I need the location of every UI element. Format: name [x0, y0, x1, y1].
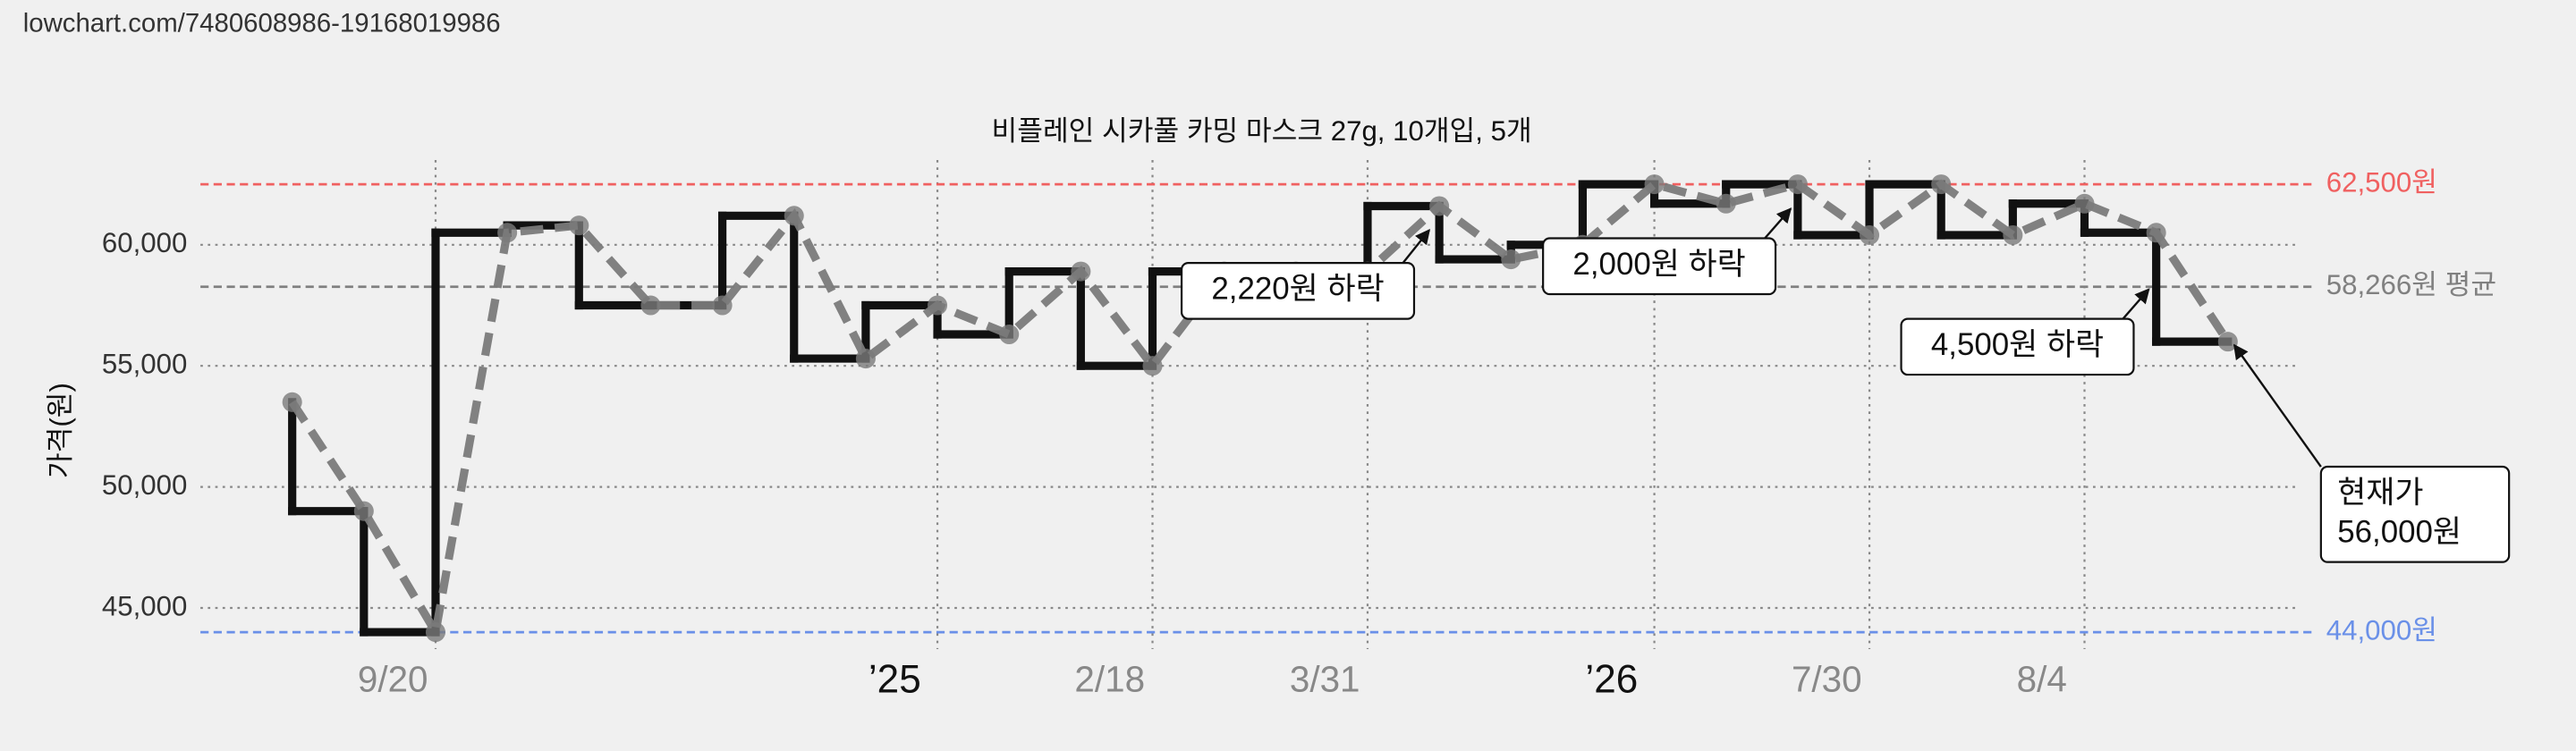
price-point	[2003, 224, 2023, 246]
y-tick-label: 55,000	[102, 348, 187, 379]
annotation-text: 2,000원 하락	[1572, 247, 1745, 282]
price-point	[640, 295, 661, 316]
price-point	[425, 622, 446, 643]
y-tick-label: 60,000	[102, 227, 187, 258]
price-point	[1071, 261, 1091, 282]
x-tick-label: ’26	[1585, 657, 1638, 701]
x-tick-label: 9/20	[358, 658, 428, 699]
price-point	[999, 324, 1020, 345]
annotation: 2,000원 하락	[1542, 207, 1792, 296]
chart-title: 비플레인 시카풀 카밍 마스크 27g, 10개입, 5개	[992, 115, 1532, 147]
annotation-text: 4,500원 하락	[1931, 327, 2104, 362]
price-point	[2074, 193, 2095, 214]
price-point	[282, 392, 302, 412]
x-tick-label: 8/4	[2017, 658, 2067, 699]
reference-label: 58,266원 평균	[2326, 269, 2496, 300]
price-point	[2217, 332, 2238, 352]
price-point	[855, 349, 876, 369]
price-point	[353, 501, 374, 521]
annotation: 2,220원 하락	[1180, 229, 1431, 320]
price-point	[1142, 356, 1163, 376]
annotation-box	[1542, 237, 1777, 296]
url: lowchart.com/7480608986-19168019986	[23, 8, 501, 38]
annotation-text: 2,220원 하락	[1211, 272, 1384, 307]
price-point	[1644, 174, 1665, 195]
price-point	[712, 295, 733, 316]
price-point	[928, 295, 948, 316]
price-point	[1787, 174, 1808, 195]
price-point	[1931, 174, 1952, 195]
reference-label: 62,500원	[2326, 166, 2437, 198]
annotation-box	[1900, 317, 2135, 376]
x-tick-label: 7/30	[1792, 658, 1862, 699]
annotation: 4,500원 하락	[1900, 288, 2150, 376]
y-tick-label: 50,000	[102, 469, 187, 501]
annotation-arrow	[2233, 343, 2322, 468]
y-axis-label: 가격(원)	[45, 383, 76, 478]
annotation-text: 현재가	[2337, 475, 2423, 510]
price-point	[2146, 223, 2166, 243]
reference-label: 44,000원	[2326, 614, 2437, 646]
x-tick-label: ’25	[869, 657, 921, 701]
annotation-box	[2319, 465, 2511, 563]
price-point	[1716, 193, 1736, 214]
price-point	[1501, 249, 1521, 270]
x-tick-label: 2/18	[1074, 658, 1145, 699]
price-point	[1429, 196, 1450, 216]
y-tick-label: 45,000	[102, 590, 187, 621]
price-point	[497, 223, 518, 243]
annotation: 현재가 56,000원	[2233, 343, 2511, 563]
annotation-text: 56,000원	[2337, 515, 2462, 550]
x-tick-label: 3/31	[1290, 658, 1360, 699]
annotation-box	[1180, 261, 1416, 320]
price-point	[784, 206, 804, 226]
price-point	[569, 215, 589, 236]
price-point	[1860, 224, 1880, 246]
